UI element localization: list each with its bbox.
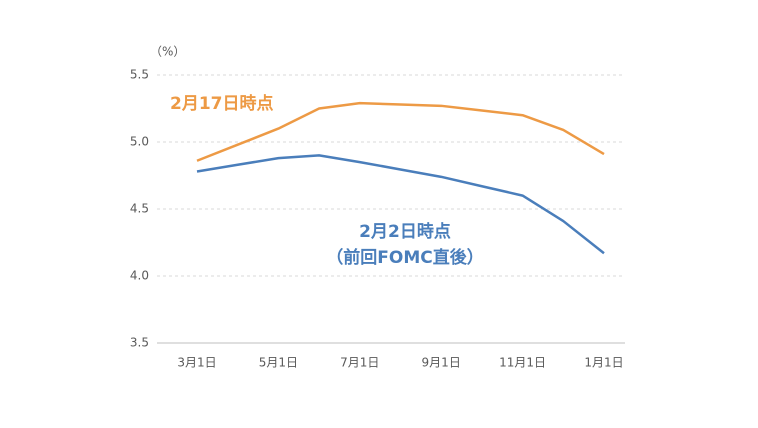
y-tick-label: 3.5 <box>130 336 149 350</box>
x-tick-label: 5月1日 <box>259 356 298 370</box>
y-tick-label: 4.0 <box>130 269 149 283</box>
series-sublabel: （前回FOMC直後） <box>326 247 483 268</box>
x-tick-label: 1月1日 <box>584 356 623 370</box>
series-line <box>196 101 605 162</box>
series-label: 2月2日時点 <box>359 221 451 242</box>
series-label: 2月17日時点 <box>170 93 274 114</box>
x-tick-label: 7月1日 <box>340 356 379 370</box>
y-unit: （%） <box>150 45 185 59</box>
y-tick-label: 5.5 <box>130 68 149 82</box>
y-tick-label: 4.5 <box>130 202 149 216</box>
series-line <box>196 154 605 255</box>
x-tick-label: 9月1日 <box>422 356 461 370</box>
x-tick-label: 3月1日 <box>177 356 216 370</box>
y-tick-label: 5.0 <box>130 135 149 149</box>
x-tick-label: 11月1日 <box>499 356 546 370</box>
